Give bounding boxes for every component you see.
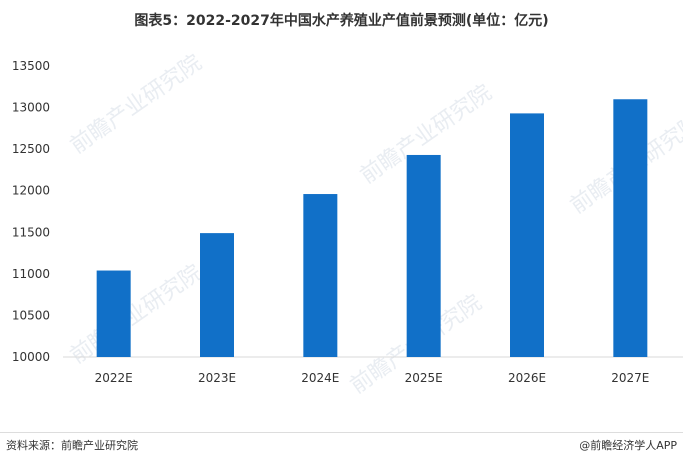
bar-2025E (406, 154, 441, 357)
y-tick-label: 12500 (12, 142, 50, 156)
x-tick-label: 2022E (95, 371, 133, 385)
y-tick-label: 11000 (12, 267, 50, 281)
bar-2026E (510, 113, 544, 358)
y-tick-label: 13000 (12, 101, 50, 115)
x-tick-label: 2025E (405, 371, 443, 385)
bar-2027E (613, 99, 648, 357)
y-tick-label: 11500 (12, 225, 50, 239)
chart-title: 图表5：2022-2027年中国水产养殖业产值前景预测(单位：亿元) (134, 13, 549, 29)
watermark-text: 前瞻产业研究院 (66, 50, 207, 159)
x-tick-label: 2023E (198, 371, 236, 385)
y-tick-label: 10000 (12, 350, 50, 364)
y-tick-label: 13500 (12, 59, 50, 73)
x-tick-label: 2027E (611, 371, 649, 385)
y-tick-label: 12000 (12, 184, 50, 198)
footer-divider (0, 432, 683, 433)
brand-credit: @前瞻经济学人APP (579, 439, 677, 452)
x-tick-label: 2026E (508, 371, 546, 385)
x-tick-label: 2024E (301, 371, 339, 385)
y-tick-label: 10500 (12, 308, 50, 322)
source-note: 资料来源：前瞻产业研究院 (6, 439, 138, 452)
bar-2022E (96, 270, 131, 357)
bar-2024E (303, 194, 338, 357)
bar-2023E (200, 233, 234, 357)
watermark-text: 前瞻产业研究院 (66, 260, 207, 369)
